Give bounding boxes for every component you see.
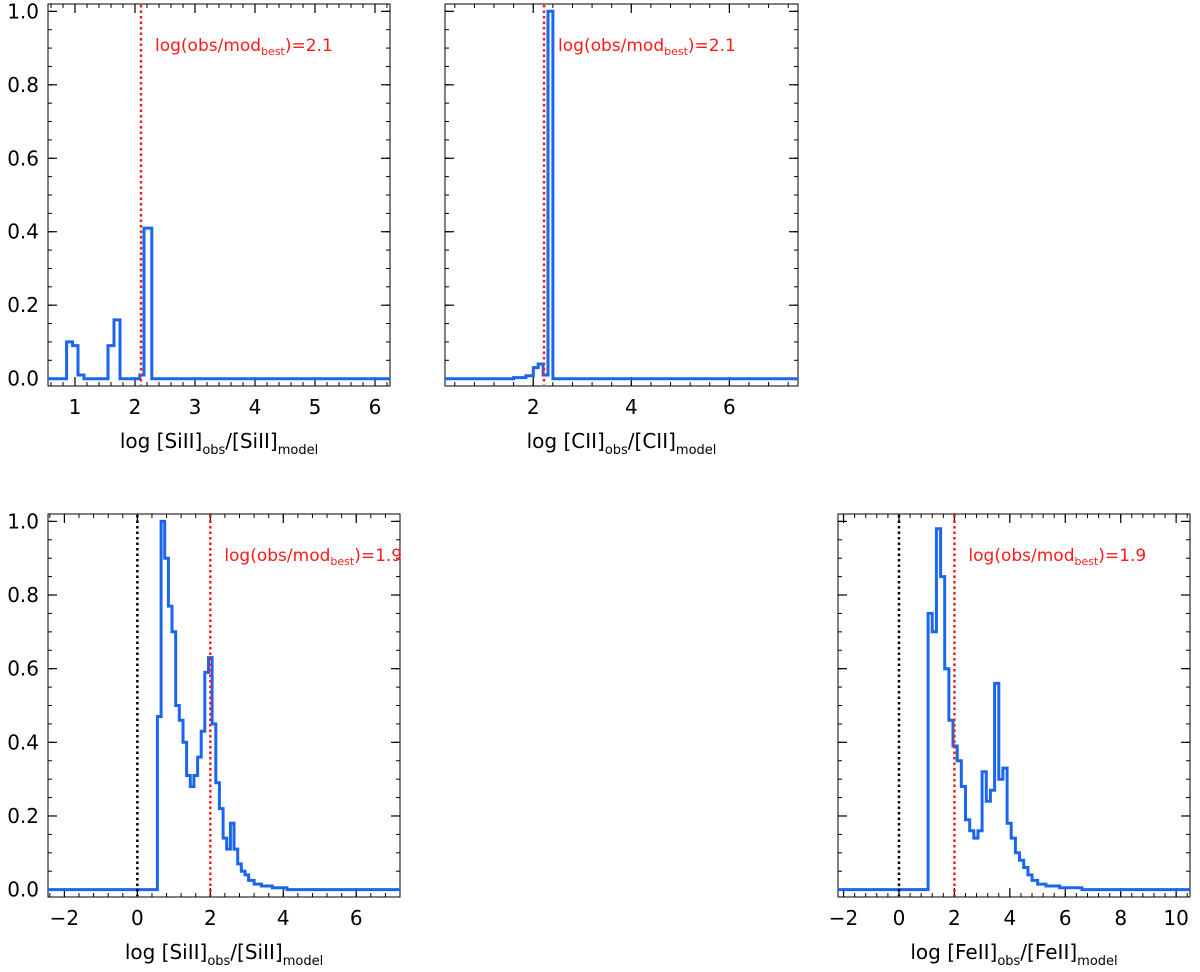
y-tick-label: 1.0	[7, 509, 39, 533]
plot-frame	[444, 3, 799, 387]
x-tick-label: 8	[1114, 906, 1127, 930]
x-tick-label: 4	[1003, 906, 1016, 930]
panel-siii-top: 1 2 3 4 5 6 0.0 0.2 0.4 0.6 0.8 1.0 log(obs/modbest)…	[7, 0, 391, 458]
y-tick-label: 0.0	[7, 367, 39, 391]
x-tick-label: 6	[723, 395, 736, 419]
best-fit-annotation: log(obs/modbest)=2.1	[155, 36, 333, 58]
histogram-line	[48, 226, 390, 381]
x-tick-label: 2	[204, 906, 217, 930]
x-tick-label: 4	[625, 395, 638, 419]
x-tick-label: 0	[131, 906, 144, 930]
y-tick-label: 1.0	[7, 0, 39, 23]
x-tick-label: 1	[69, 395, 82, 419]
panel-feii-bottom: −2 0 2 4 6 8 10 log(obs/modbest)=1.9 log [FeII]o…	[829, 513, 1191, 969]
histogram-line	[48, 519, 400, 892]
x-tick-label: −2	[50, 906, 79, 930]
y-tick-label: 0.4	[7, 220, 39, 244]
x-tick-label: 6	[350, 906, 363, 930]
best-fit-annotation: log(obs/modbest)=1.9	[968, 546, 1146, 568]
y-tick-label: 0.0	[7, 878, 39, 902]
plot-frame	[47, 3, 391, 387]
x-tick-label: 0	[893, 906, 906, 930]
y-tick-label: 0.6	[7, 657, 39, 681]
x-tick-label: 6	[1059, 906, 1072, 930]
best-fit-annotation: log(obs/modbest)=2.1	[558, 36, 736, 58]
x-tick-label: 4	[277, 906, 290, 930]
y-tick-label: 0.6	[7, 146, 39, 170]
histogram-line	[445, 9, 798, 381]
x-tick-label: 2	[527, 395, 540, 419]
y-tick-label: 0.2	[7, 293, 39, 317]
x-tick-label: 4	[249, 395, 262, 419]
x-tick-label: −2	[829, 906, 858, 930]
histogram-line	[838, 527, 1190, 892]
x-axis-label: log [SiII]obs/[SiII]model	[125, 940, 323, 969]
x-axis-label: log [CII]obs/[CII]model	[527, 429, 717, 458]
x-tick-label: 6	[369, 395, 382, 419]
y-tick-label: 0.8	[7, 73, 39, 97]
x-axis-label: log [SiII]obs/[SiII]model	[120, 429, 318, 458]
panel-siii-bottom: −2 0 2 4 6 0.0 0.2 0.4 0.6 0.8 1.0 log(obs/modbest)…	[7, 509, 402, 969]
x-tick-label: 2	[948, 906, 961, 930]
y-tick-label: 0.2	[7, 804, 39, 828]
x-tick-label: 10	[1163, 906, 1188, 930]
best-fit-annotation: log(obs/modbest)=1.9	[224, 546, 402, 568]
panel-cii-top: 2 4 6 log(obs/modbest)=2.1 log [CII]obs/[CII…	[444, 3, 799, 458]
x-axis-label: log [FeII]obs/[FeII]model	[910, 940, 1117, 969]
y-tick-label: 0.8	[7, 583, 39, 607]
x-tick-label: 3	[189, 395, 202, 419]
y-tick-label: 0.4	[7, 730, 39, 754]
x-tick-label: 5	[309, 395, 322, 419]
x-tick-label: 2	[129, 395, 142, 419]
